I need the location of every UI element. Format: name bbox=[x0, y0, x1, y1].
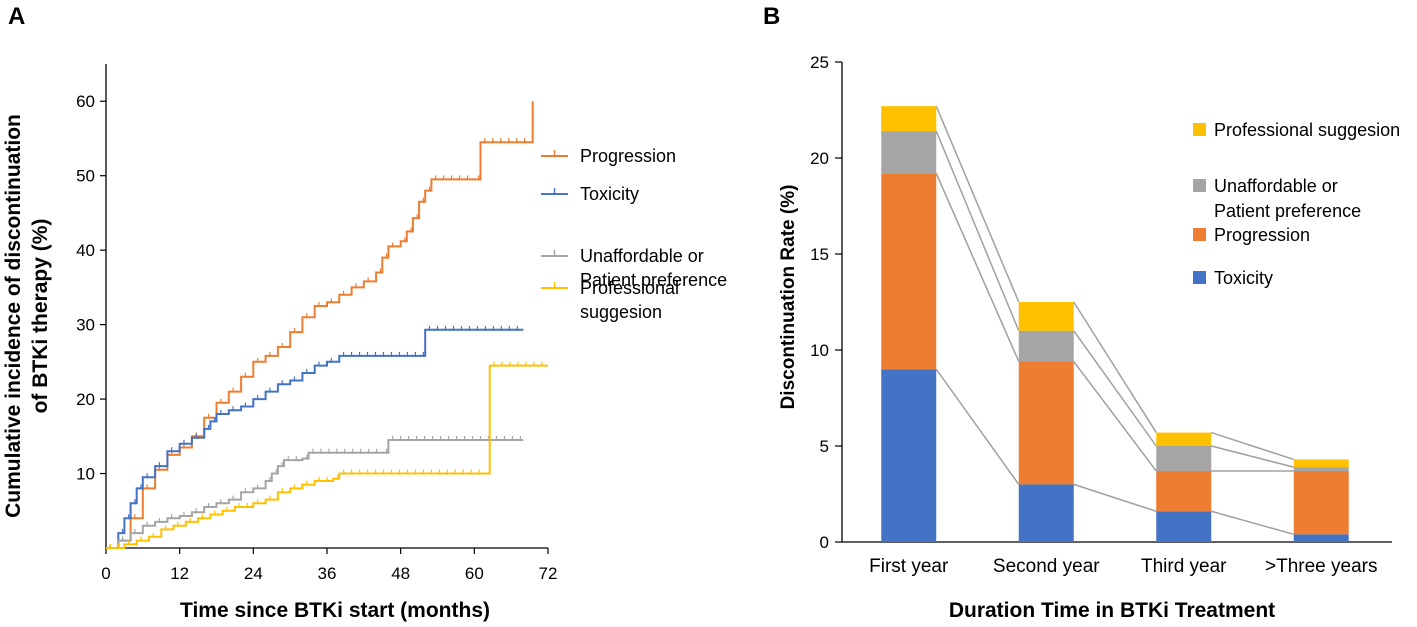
a-y-tick-label: 60 bbox=[76, 92, 95, 111]
b-bar-segment bbox=[1018, 361, 1074, 485]
b-y-tick-label: 20 bbox=[810, 149, 829, 168]
a-x-tick-label: 12 bbox=[170, 564, 189, 583]
b-legend-label: Progression bbox=[1214, 225, 1310, 245]
panel-a-chart: 0 12 24 36 48 60 72 10 20 30 40 50 60 Time since BTKi… bbox=[2, 64, 727, 622]
b-connector-line bbox=[935, 130, 1020, 332]
b-y-tick-label: 5 bbox=[820, 437, 829, 456]
b-bar-segment bbox=[1156, 470, 1212, 512]
a-y-tick-label: 50 bbox=[76, 167, 95, 186]
b-connector-line bbox=[1211, 431, 1294, 461]
b-y-tick-label: 0 bbox=[820, 533, 829, 552]
a-legend-label: Toxicity bbox=[580, 184, 639, 204]
b-category-label: Third year bbox=[1141, 556, 1227, 577]
a-series-line-1 bbox=[106, 101, 534, 549]
b-connector-line bbox=[935, 105, 1020, 303]
b-bar-segment bbox=[881, 131, 937, 174]
panel-b-label: B bbox=[763, 3, 780, 30]
panel-a-label: A bbox=[8, 3, 25, 30]
b-y-axis-title: Discontinuation Rate (%) bbox=[778, 185, 799, 410]
b-legend-label: Unaffordable or Patient preference bbox=[1214, 176, 1361, 221]
b-legend-swatch bbox=[1193, 228, 1206, 241]
b-legend-label: Professional suggesion bbox=[1214, 120, 1400, 140]
b-bar-segment bbox=[1156, 446, 1212, 471]
b-bar-segment bbox=[1293, 459, 1349, 468]
a-x-tick-label: 0 bbox=[101, 564, 110, 583]
b-legend-swatch bbox=[1193, 123, 1206, 136]
a-series-line-4 bbox=[106, 364, 548, 549]
b-bar-segment bbox=[1293, 534, 1349, 542]
b-legend-label: Toxicity bbox=[1214, 268, 1273, 288]
b-bar-segment bbox=[1293, 467, 1349, 471]
a-series-line-3 bbox=[106, 439, 524, 549]
panel-b-chart: 0 5 10 15 20 25 Duration Time in BTKi Treatmen… bbox=[778, 53, 1400, 622]
a-y-tick-label: 40 bbox=[76, 241, 95, 260]
b-connector-line bbox=[1211, 445, 1294, 468]
b-connector-line bbox=[1073, 330, 1157, 447]
a-y-tick-label: 30 bbox=[76, 316, 95, 335]
b-category-label: First year bbox=[869, 556, 949, 577]
b-bar-segment bbox=[881, 369, 937, 542]
a-x-tick-label: 24 bbox=[244, 564, 263, 583]
b-y-tick-label: 15 bbox=[810, 245, 829, 264]
a-x-tick-label: 36 bbox=[318, 564, 337, 583]
b-connector-line bbox=[935, 173, 1020, 362]
a-series-line-2 bbox=[106, 328, 524, 549]
b-connector-line bbox=[1073, 483, 1157, 512]
b-bar-segment bbox=[881, 106, 937, 132]
b-y-tick-label: 25 bbox=[810, 53, 829, 72]
a-legend-label: Progression bbox=[580, 146, 676, 166]
a-x-tick-label: 48 bbox=[391, 564, 410, 583]
b-bar-segment bbox=[1018, 484, 1074, 542]
b-connector-line bbox=[935, 368, 1020, 485]
b-bar-segment bbox=[1018, 302, 1074, 331]
b-category-label: >Three years bbox=[1265, 556, 1377, 577]
b-connector-line bbox=[1073, 361, 1157, 472]
a-legend-label: Unaffordable or Patient preference bbox=[580, 246, 727, 290]
a-x-tick-label: 60 bbox=[465, 564, 484, 583]
a-x-axis-title: Time since BTKi start (months) bbox=[180, 599, 490, 622]
a-y-tick-label: 20 bbox=[76, 390, 95, 409]
b-connector-line bbox=[1211, 510, 1294, 536]
b-bar-segment bbox=[1156, 432, 1212, 446]
b-connector-line bbox=[1073, 301, 1157, 433]
b-legend-swatch bbox=[1193, 271, 1206, 284]
b-legend-swatch bbox=[1193, 179, 1206, 192]
b-category-label: Second year bbox=[993, 556, 1100, 577]
b-bar-segment bbox=[1293, 470, 1349, 535]
a-y-tick-label: 10 bbox=[76, 465, 95, 484]
a-legend-label: Professional suggesion bbox=[580, 278, 679, 322]
b-x-axis-title: Duration Time in BTKi Treatment bbox=[949, 599, 1275, 622]
b-bar-segment bbox=[881, 173, 937, 370]
a-x-tick-label: 72 bbox=[539, 564, 558, 583]
b-bar-segment bbox=[1156, 511, 1212, 542]
b-y-tick-label: 10 bbox=[810, 341, 829, 360]
a-y-axis-title: Cumulative incidence of discontinuation o… bbox=[2, 114, 52, 518]
b-bar-segment bbox=[1018, 330, 1074, 362]
